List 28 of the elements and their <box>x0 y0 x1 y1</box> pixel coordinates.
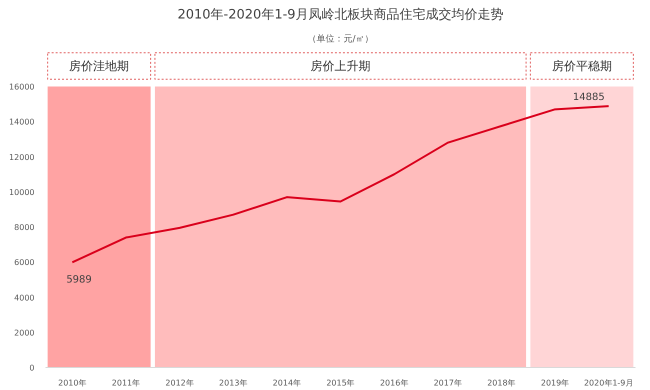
band-label: 房价上升期 <box>310 59 370 73</box>
band-label: 房价平稳期 <box>552 59 612 73</box>
chart-title: 2010年-2020年1-9月凤岭北板块商品住宅成交均价走势 <box>177 6 504 22</box>
y-tick-label: 16000 <box>9 82 35 92</box>
x-tick-label: 2016年 <box>380 378 408 388</box>
x-tick-label: 2019年 <box>540 378 570 388</box>
y-tick-label: 6000 <box>14 258 34 268</box>
x-tick-label: 2015年 <box>326 378 355 388</box>
x-tick-label: 2011年 <box>112 378 140 388</box>
x-tick-label: 2012年 <box>165 378 194 388</box>
data-label: 14885 <box>572 92 605 104</box>
y-tick-label: 8000 <box>14 223 34 232</box>
x-tick-label: 2010年 <box>58 378 86 388</box>
chart-subtitle: （单位：元/㎡） <box>307 34 374 44</box>
x-tick-label: 2017年 <box>434 378 462 388</box>
x-tick-label: 2013年 <box>219 378 248 388</box>
y-tick-label: 12000 <box>9 152 35 162</box>
y-tick-label: 2000 <box>14 328 34 338</box>
y-tick-label: 10000 <box>9 188 35 197</box>
y-tick-label: 14000 <box>9 118 35 127</box>
line-series <box>71 105 610 264</box>
band-label: 房价洼地期 <box>69 59 130 73</box>
y-tick-label: 0 <box>29 364 35 372</box>
x-tick-label: 2018年 <box>487 378 516 388</box>
x-tick-label: 2014年 <box>272 378 302 388</box>
data-label: 5989 <box>66 274 92 286</box>
y-tick-label: 4000 <box>14 293 34 302</box>
x-tick-label: 2020年1-9月 <box>584 378 634 388</box>
